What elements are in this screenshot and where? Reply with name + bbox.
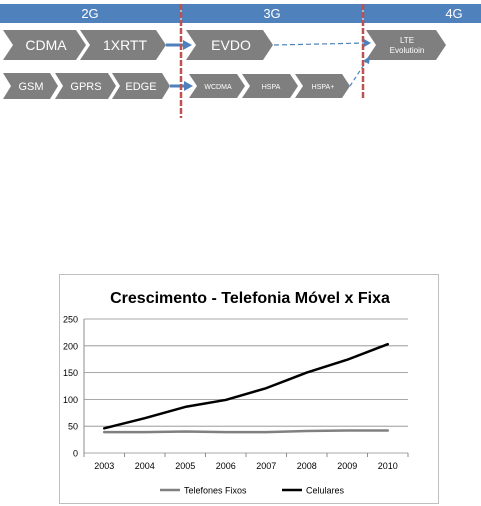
chevron-label-gprs: GPRS [70, 81, 101, 93]
chevron-label-hspa-plus: HSPA+ [312, 84, 335, 91]
arrowhead [364, 39, 371, 47]
arrowhead [363, 56, 370, 64]
chevron-label-lte: LTE [400, 36, 414, 45]
chevron-1xrtt [80, 30, 166, 60]
gridlines [84, 318, 408, 454]
chevron-hspa [242, 74, 298, 98]
chevron-gprs [55, 73, 116, 99]
generation-label-3g: 3G [263, 6, 280, 21]
y-tick-label: 100 [63, 395, 78, 405]
chart-title: Crescimento - Telefonia Móvel x Fixa [110, 290, 390, 307]
y-tick-label: 150 [63, 368, 78, 378]
chevron-evdo [186, 30, 273, 60]
chevron-gsm [3, 73, 58, 99]
chevron-wcdma [189, 74, 245, 98]
line-chart: Crescimento - Telefonia Móvel x Fixa 0 50… [59, 274, 439, 504]
series-line-telefones-fixos [103, 429, 389, 434]
x-tick-labels: 2003 2004 2005 2006 2007 2008 2009 2010 [94, 461, 398, 471]
legend-label: Celulares [306, 486, 345, 496]
chevron-edge [112, 73, 170, 99]
generation-label-4g: 4G [445, 6, 462, 21]
chevron-label-evdo: EVDO [211, 37, 251, 53]
y-tick-label: 0 [73, 449, 78, 459]
x-tick-label: 2007 [256, 461, 276, 471]
x-tick-label: 2003 [94, 461, 114, 471]
chevron-label-evolution: Evolutioin [390, 46, 425, 55]
arrowhead [183, 40, 192, 50]
y-tick-labels: 0 50 100 150 200 250 [63, 315, 78, 459]
y-tick-label: 50 [68, 422, 78, 432]
chevron-cdma [3, 30, 86, 60]
x-tick-label: 2008 [297, 461, 317, 471]
chevron-hspa-plus [295, 74, 350, 98]
chevron-label-edge: EDGE [125, 81, 156, 93]
y-tick-label: 250 [63, 315, 78, 325]
dashed-arrow-evdo-to-lte [273, 42, 367, 46]
y-tick-label: 200 [63, 341, 78, 351]
legend: Telefones Fixos Celulares [160, 486, 345, 496]
chevron-lte [366, 30, 446, 60]
chevron-label-cdma: CDMA [25, 37, 67, 53]
x-tick-label: 2004 [135, 461, 155, 471]
series-line-celulares [103, 342, 389, 430]
x-tick-label: 2010 [378, 461, 398, 471]
chevron-label-hspa: HSPA [262, 84, 281, 91]
legend-label: Telefones Fixos [184, 486, 247, 496]
arrowhead [184, 81, 193, 91]
chevron-label-wcdma: WCDMA [204, 84, 232, 91]
x-tick-label: 2005 [175, 461, 195, 471]
generation-label-2g: 2G [81, 6, 98, 21]
technology-evolution-diagram: 2G 3G 4G CDMA 1XRTT EVDO LTE Evolutioin … [0, 4, 481, 118]
dashed-arrow-hspa-plus-to-lte [349, 59, 368, 87]
series-lines [103, 342, 389, 434]
x-tick-label: 2009 [337, 461, 357, 471]
x-tick-label: 2006 [216, 461, 236, 471]
chevron-label-1xrtt: 1XRTT [103, 37, 148, 53]
chevron-label-gsm: GSM [18, 81, 43, 93]
generation-header-bar [0, 4, 481, 23]
axes [83, 319, 409, 457]
